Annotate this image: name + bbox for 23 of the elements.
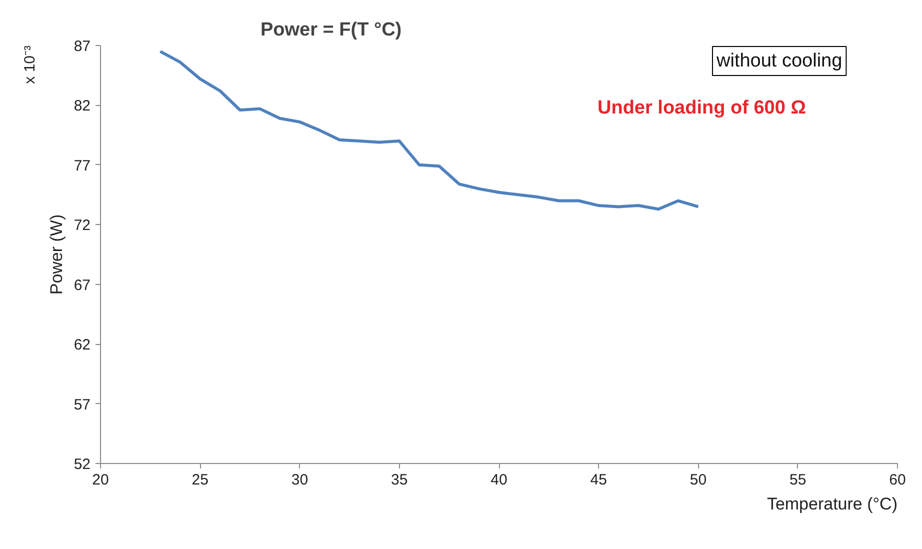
y-tick-label: 52 [74, 456, 91, 473]
y-tick-label: 87 [74, 38, 91, 55]
text: x 10⁻³ [22, 45, 38, 84]
y-tick-label: 57 [74, 396, 91, 414]
y-tick-label: 62 [74, 336, 91, 354]
x-tick-label: 55 [790, 472, 806, 488]
x-tick-label: 60 [889, 472, 906, 488]
x-tick-label: 30 [291, 472, 308, 488]
y-tick-label: 77 [74, 157, 91, 174]
annotation: Under loading of 600 Ω [598, 98, 806, 118]
y-axis-title: Power (W) [46, 214, 66, 295]
x-tick-label: 40 [490, 472, 508, 488]
x-tick-label: 45 [590, 472, 607, 488]
x-tick-label: 20 [92, 472, 109, 488]
y-tick-label: 72 [74, 217, 91, 234]
y-tick-label: 67 [74, 276, 91, 294]
annotation: without cooling [716, 50, 842, 72]
x-tick-label: 35 [391, 472, 408, 488]
y-tick-label: 82 [74, 98, 91, 115]
x-tick-label: 25 [192, 472, 208, 488]
x-axis-title: Temperature (°C) [766, 494, 898, 514]
x-tick-label: 50 [690, 472, 707, 488]
chart-title: Power = F(T °C) [260, 20, 402, 40]
